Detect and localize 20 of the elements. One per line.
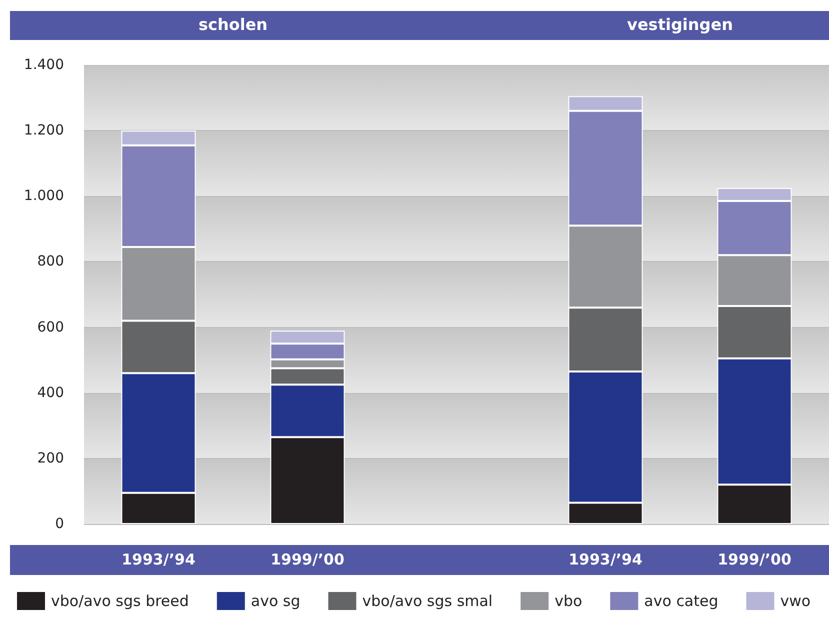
text: scholen [198,14,268,36]
y-tick-label: 600 [37,319,64,336]
x-tick-label: 1993/’94 [568,550,642,568]
y-tick-label: 1.400 [24,57,64,73]
y-tick-label: 400 [37,384,64,401]
y-tick-label: 200 [37,450,64,466]
y-tick-label: 800 [37,254,64,270]
y-tick-label: 1.200 [24,122,64,139]
legend-label: avo sg [250,592,300,610]
legend-label: vwo [780,592,811,610]
legend-label: avo categ [644,592,718,610]
x-tick-label: 1993/’94 [122,550,196,568]
text: vestigingen [627,14,733,36]
y-tick-label: 1.000 [24,188,64,204]
x-tick-label: 1999/’00 [270,550,344,568]
legend-label: vbo/avo sgs smal [362,592,493,610]
legend-label: vbo/avo sgs breed [51,592,189,610]
y-tick-label: 0 [55,516,64,532]
legend-label: vbo [554,592,582,610]
x-tick-label: 1999/’00 [718,550,792,568]
